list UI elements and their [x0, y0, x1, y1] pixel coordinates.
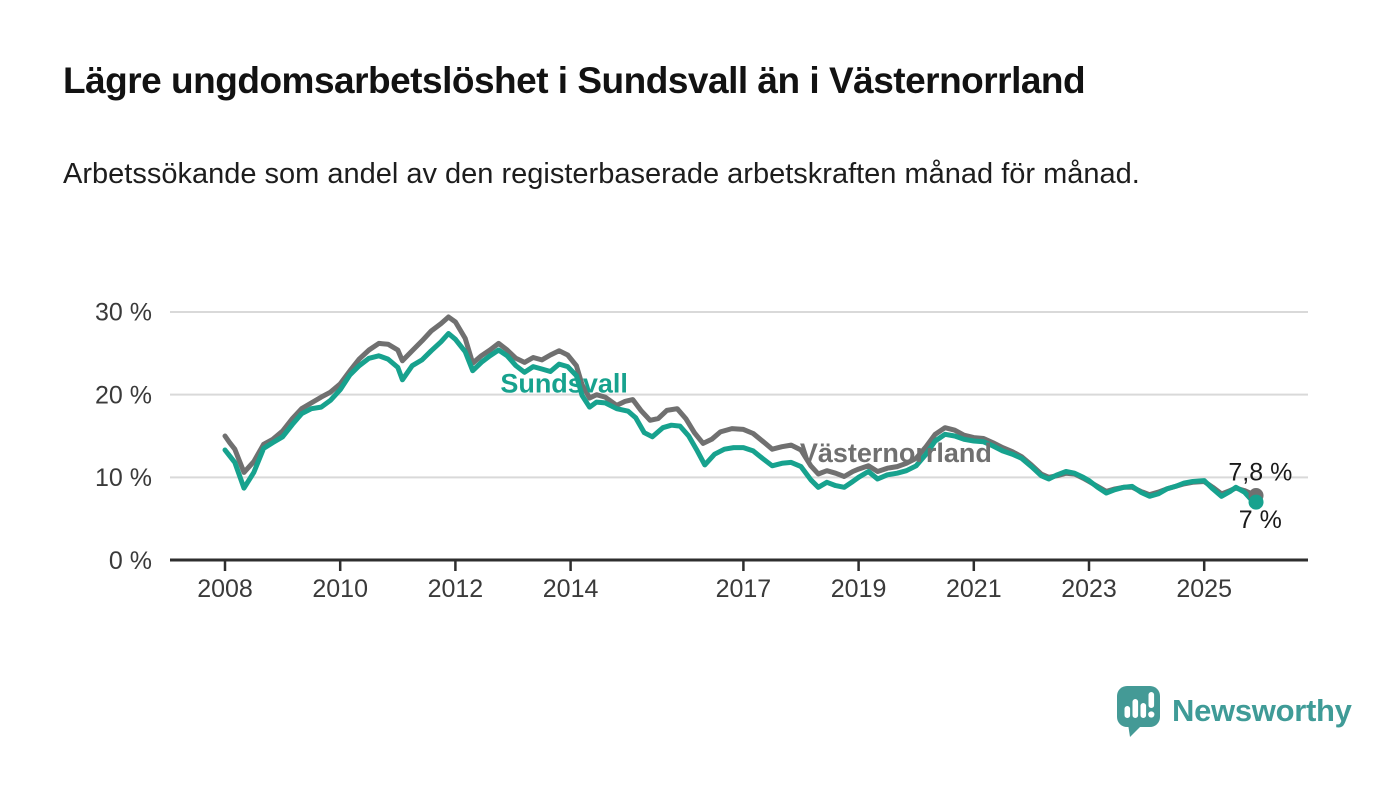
series-label-sundsvall: Sundsvall — [500, 369, 628, 399]
chart-subtitle: Arbetssökande som andel av den registerb… — [63, 158, 1140, 190]
end-value-label-sundsvall: 7 % — [1239, 506, 1282, 534]
x-tick-label-2012: 2012 — [428, 575, 484, 603]
series-line-sundsvall — [222, 331, 1259, 505]
y-tick-label-10: 10 % — [95, 464, 152, 492]
x-tick-label-2017: 2017 — [716, 575, 772, 603]
y-tick-label-20: 20 % — [95, 381, 152, 409]
x-tick-label-2008: 2008 — [197, 575, 253, 603]
x-tick-label-2025: 2025 — [1176, 575, 1232, 603]
end-dot-sundsvall — [1248, 494, 1264, 510]
x-tick-label-2023: 2023 — [1061, 575, 1117, 603]
newsworthy-logo-icon — [1117, 686, 1160, 737]
newsworthy-brand: Newsworthy — [1115, 684, 1352, 738]
y-tick-label-30: 30 % — [95, 299, 152, 327]
chart-title: Lägre ungdomsarbetslöshet i Sundsvall än… — [63, 60, 1086, 101]
end-value-label-vasternorrland: 7,8 % — [1228, 458, 1292, 486]
series-line-västernorrland — [222, 314, 1259, 498]
newsworthy-logo-text: Newsworthy — [1172, 693, 1352, 728]
x-tick-label-2019: 2019 — [831, 575, 887, 603]
y-tick-label-0: 0 % — [109, 547, 152, 575]
series-label-vasternorrland: Västernorrland — [800, 438, 992, 468]
x-tick-label-2014: 2014 — [543, 575, 599, 603]
x-tick-label-2021: 2021 — [946, 575, 1002, 603]
x-tick-label-2010: 2010 — [312, 575, 368, 603]
